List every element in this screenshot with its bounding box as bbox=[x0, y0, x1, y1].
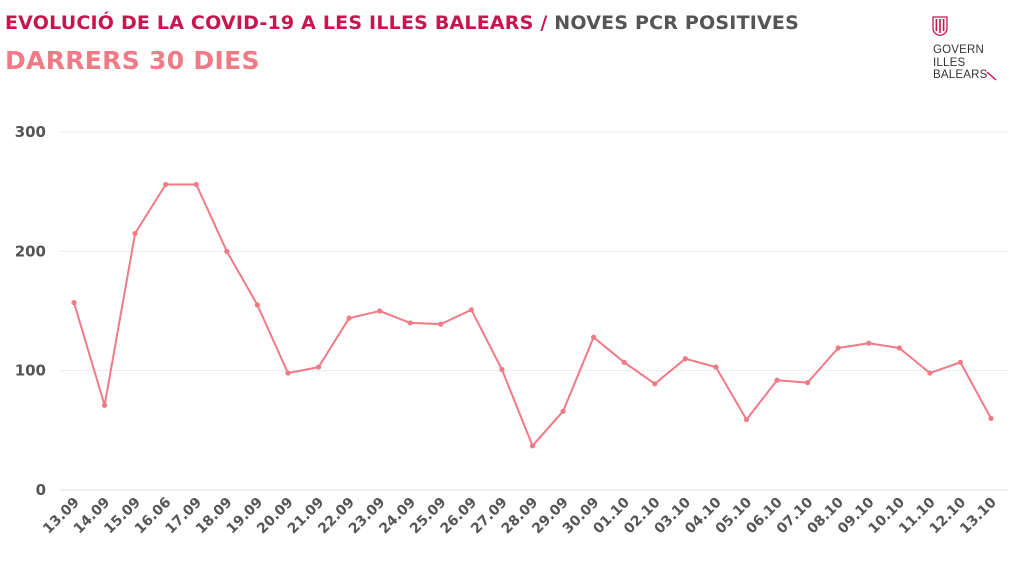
logo-slash-mark bbox=[986, 71, 997, 81]
title-main: EVOLUCIÓ DE LA COVID-19 A LES ILLES BALE… bbox=[5, 12, 534, 34]
data-point bbox=[163, 181, 169, 188]
data-point bbox=[927, 370, 933, 376]
data-point bbox=[285, 370, 291, 376]
data-point bbox=[866, 340, 872, 346]
logo-line-2: ILLES bbox=[933, 56, 966, 69]
data-point bbox=[682, 356, 688, 362]
title-sub: NOVES PCR POSITIVES bbox=[554, 12, 799, 34]
data-point bbox=[377, 308, 383, 314]
data-point bbox=[774, 377, 780, 383]
y-tick-label: 0 bbox=[36, 481, 46, 499]
title-separator: / bbox=[533, 12, 555, 34]
chart-subtitle: DARRERS 30 DIES bbox=[5, 46, 260, 75]
logo-text: GOVERN ILLES BALEARS bbox=[933, 44, 987, 82]
data-point bbox=[407, 320, 413, 326]
data-point bbox=[193, 181, 199, 188]
data-point bbox=[499, 366, 505, 373]
data-point bbox=[560, 408, 566, 414]
gridlines bbox=[60, 131, 1008, 491]
y-tick-label: 300 bbox=[15, 123, 46, 141]
data-point bbox=[132, 230, 138, 237]
govern-illes-balears-logo-icon bbox=[932, 16, 948, 36]
logo-line-1: GOVERN bbox=[933, 44, 985, 56]
data-point bbox=[101, 402, 108, 408]
data-point bbox=[468, 307, 474, 313]
data-point bbox=[254, 302, 260, 308]
data-point bbox=[71, 300, 77, 306]
y-tick-label: 100 bbox=[15, 362, 46, 380]
y-axis-ticks: 0 100 200 300 bbox=[15, 123, 46, 499]
data-point bbox=[591, 334, 597, 340]
data-point bbox=[315, 364, 322, 370]
data-point bbox=[713, 364, 719, 370]
data-point bbox=[835, 345, 841, 351]
data-point bbox=[743, 416, 750, 423]
data-point bbox=[438, 321, 444, 327]
data-point bbox=[652, 381, 658, 387]
logo-line-3: BALEARS bbox=[933, 69, 988, 81]
series-points bbox=[71, 181, 994, 449]
data-point bbox=[988, 415, 994, 421]
y-tick-label: 200 bbox=[15, 242, 46, 260]
data-point bbox=[621, 359, 627, 365]
chart-title: EVOLUCIÓ DE LA COVID-19 A LES ILLES BALE… bbox=[5, 12, 799, 34]
data-point bbox=[224, 248, 230, 254]
govern-logo: GOVERN ILLES BALEARS bbox=[932, 16, 1002, 86]
series-line bbox=[73, 183, 992, 447]
data-point bbox=[957, 359, 964, 365]
data-point bbox=[529, 443, 536, 449]
data-point bbox=[346, 315, 352, 321]
data-point bbox=[805, 380, 811, 386]
data-point bbox=[896, 345, 902, 351]
x-axis-ticks: 13.0914.0915.0916.0617.0918.0919.0920.09… bbox=[40, 494, 1000, 537]
